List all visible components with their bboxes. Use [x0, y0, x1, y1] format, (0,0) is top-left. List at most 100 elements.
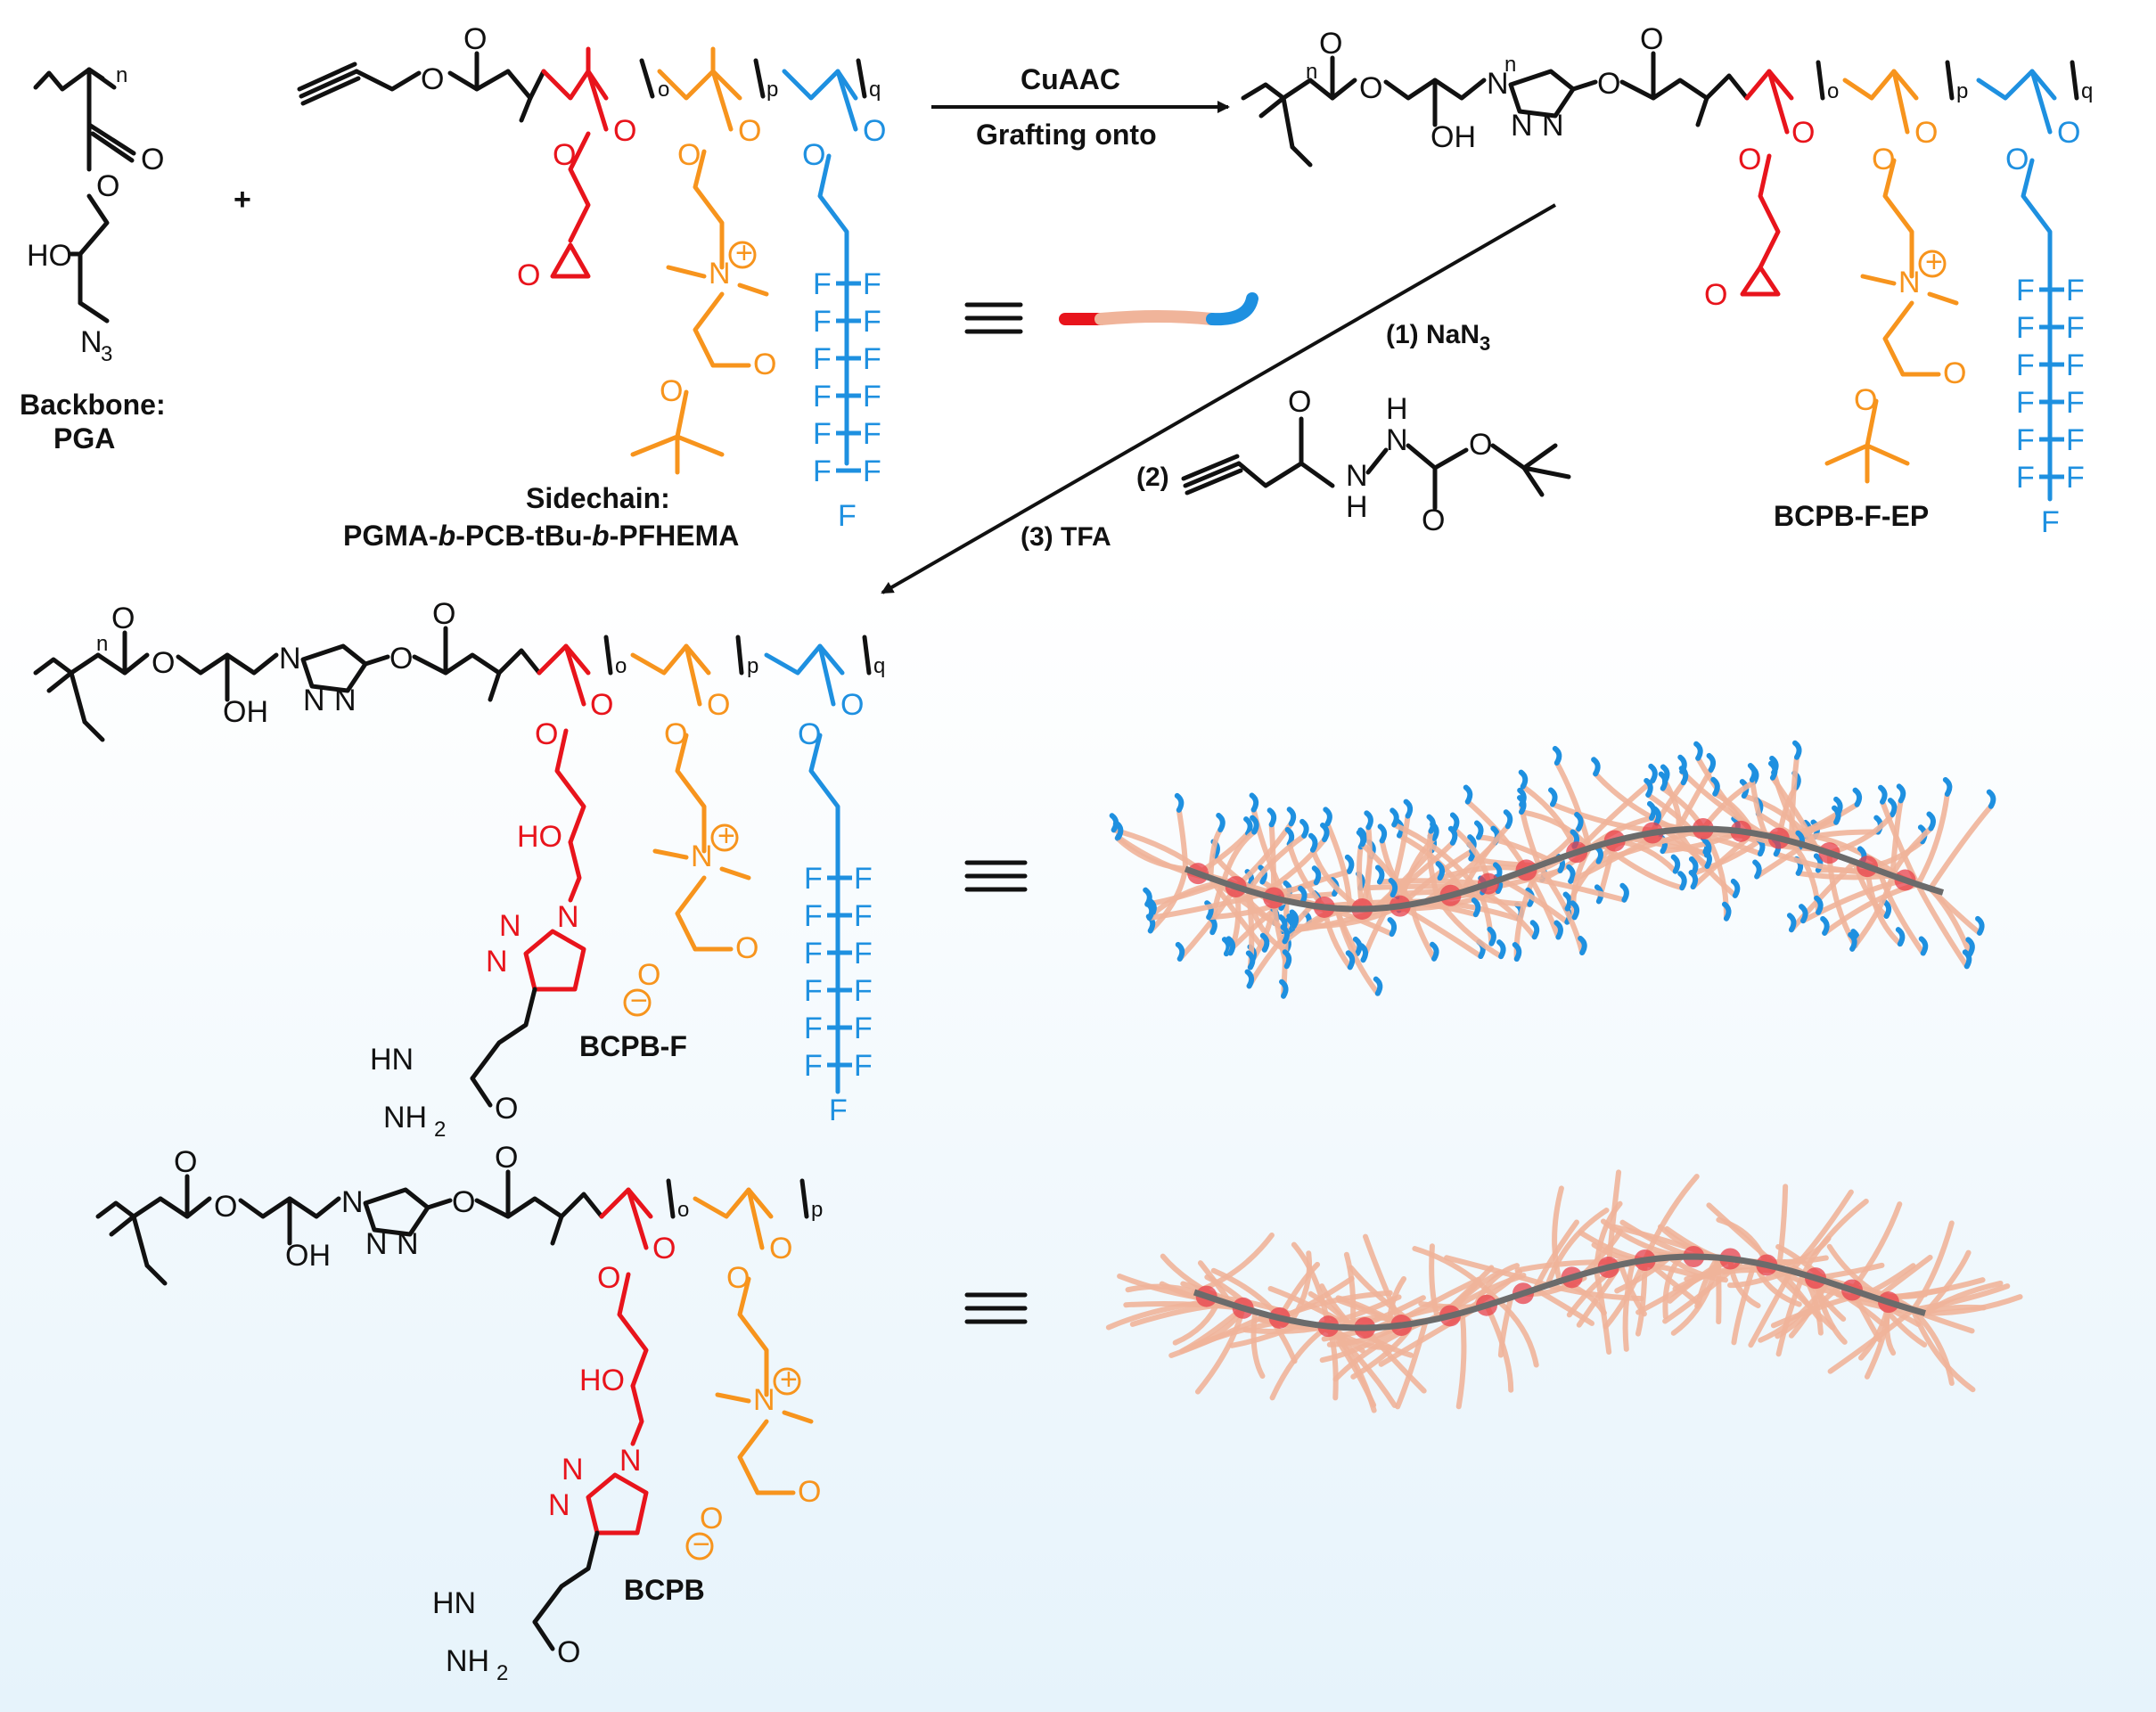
brush-fluoro-tip	[1323, 807, 1332, 827]
pga-backbone-structure: O O HO N 3 n	[27, 63, 164, 366]
fluorine-atom: F	[854, 862, 873, 896]
svg-text:O: O	[1422, 504, 1445, 537]
fluorine-atom: F	[863, 342, 881, 376]
svg-text:q: q	[2081, 79, 2093, 103]
svg-text:HO: HO	[579, 1364, 625, 1397]
brush-bristle	[1552, 1185, 1564, 1284]
svg-text:O: O	[517, 258, 540, 292]
brush-bristle	[1412, 1246, 1502, 1305]
svg-text:NH: NH	[446, 1644, 489, 1678]
svg-text:O: O	[174, 1145, 197, 1179]
svg-text:O: O	[677, 138, 701, 172]
brush-fluoro-tip	[1881, 898, 1892, 919]
brush-bristle	[1594, 1267, 1612, 1355]
svg-text:O: O	[432, 597, 455, 631]
svg-text:O: O	[753, 348, 776, 381]
brush-bristle	[1496, 1298, 1539, 1368]
fluorine-atom: F	[2016, 423, 2035, 457]
svg-text:O: O	[111, 602, 135, 635]
brush-bristle	[1208, 826, 1224, 881]
brush-fluoro-tip	[1244, 969, 1255, 989]
brush-backbone	[1184, 825, 1945, 913]
svg-text:n: n	[1306, 60, 1317, 84]
fluorine-atom: F	[813, 305, 832, 339]
fluorine-atom: F	[813, 417, 832, 451]
brush-bristle	[1357, 883, 1479, 891]
brush-fluoro-tip	[1286, 807, 1297, 827]
svg-text:o: o	[1827, 79, 1839, 103]
plus-sign: +	[234, 183, 251, 217]
svg-text:O: O	[652, 1232, 676, 1266]
brush-fluoro-tip	[1374, 864, 1385, 885]
brush-bristle	[1922, 1294, 2023, 1316]
product-label-bcpb-f: BCPB-F	[579, 1030, 687, 1062]
brush-fluoro-tip	[1962, 949, 1972, 970]
brush-bristle	[1334, 905, 1381, 996]
brush-fluoro-tip	[1174, 792, 1185, 813]
svg-text:N: N	[548, 1488, 570, 1522]
brush-fluoro-tip	[1512, 942, 1522, 962]
product-label-bcpb-f-ep: BCPB-F-EP	[1774, 500, 1929, 532]
fluorine-atom: F	[804, 1012, 823, 1045]
fluorine-atom: F	[854, 1049, 873, 1083]
brush-fluoro-tip	[1204, 900, 1214, 921]
lower-background-panel	[0, 588, 2156, 1712]
svg-text:O: O	[535, 717, 558, 751]
brush-bristle	[1410, 901, 1438, 962]
brush-fluoro-tip	[1447, 825, 1458, 846]
svg-text:N: N	[1386, 423, 1408, 457]
brush-fluoro-tip	[1562, 891, 1573, 912]
backbone-label-1: Backbone:	[20, 389, 166, 421]
brush-bristle	[1731, 1259, 1758, 1346]
fluorine-atom: F	[804, 974, 823, 1008]
svg-text:O: O	[389, 642, 413, 676]
brush-fluoro-tip	[1279, 979, 1289, 999]
fluorine-atom: F	[863, 267, 881, 301]
brush-fluoro-tip	[1449, 812, 1460, 832]
brush-bristle	[1176, 807, 1188, 872]
fluorine-atom: F	[854, 974, 873, 1008]
brush-fluoro-tip	[1895, 927, 1906, 947]
svg-text:N: N	[1898, 266, 1921, 299]
svg-text:O: O	[1943, 356, 1966, 390]
brush-fluoro-tip	[1243, 816, 1253, 837]
fluorine-atoms-ep: F FF FF FF FF FF FF	[2016, 274, 2085, 539]
svg-text:3: 3	[101, 342, 112, 366]
svg-text:O: O	[1359, 71, 1382, 105]
svg-text:N: N	[691, 840, 713, 873]
brush-bristle	[1545, 1282, 1644, 1302]
brush-bristle	[1727, 1268, 1794, 1289]
reaction-arrow-diagonal	[881, 203, 1556, 594]
svg-text:O: O	[1597, 67, 1620, 101]
brush-fluoro-tip	[1284, 826, 1295, 847]
fluorine-atom: F	[863, 305, 881, 339]
svg-text:n: n	[96, 632, 108, 656]
svg-text:O: O	[660, 374, 683, 408]
svg-text:N: N	[486, 945, 508, 979]
svg-text:N: N	[619, 1444, 642, 1478]
svg-text:O: O	[1704, 278, 1727, 312]
brush-fluoro-tip	[1426, 814, 1436, 834]
fluorine-atom-terminal: F	[838, 499, 857, 533]
svg-text:O: O	[613, 114, 636, 148]
brush-fluoro-tip	[1813, 853, 1824, 873]
brush-fluoro-tip	[1352, 936, 1363, 956]
fluorine-atom: F	[804, 899, 823, 933]
brush-fluoro-tip	[1574, 812, 1584, 832]
fluorine-atom: F	[813, 342, 832, 376]
arrow-label-cuaac: CuAAC	[1021, 63, 1120, 95]
brush-fluoro-tip	[1752, 859, 1762, 880]
svg-text:N: N	[341, 1185, 364, 1219]
svg-text:O: O	[1791, 116, 1815, 150]
svg-text:n: n	[116, 63, 127, 87]
brush-fluoro-tip	[1357, 827, 1367, 848]
brush-bristle	[1455, 1309, 1467, 1410]
brush-bristle	[1395, 1318, 1429, 1410]
brush-fluoro-tip	[1619, 882, 1629, 903]
fluorine-atoms-f: F FF FF FF FF FF FF	[804, 862, 873, 1127]
svg-text:q: q	[873, 654, 885, 678]
svg-text:O: O	[452, 1185, 475, 1219]
brush-bristle	[1125, 1283, 1197, 1295]
svg-text:O: O	[735, 931, 758, 965]
svg-text:O: O	[1640, 22, 1663, 56]
